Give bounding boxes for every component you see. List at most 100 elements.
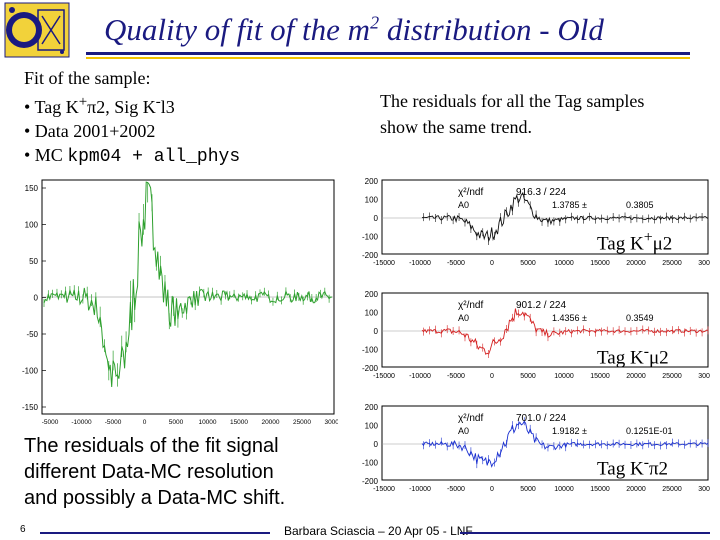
small-xtick-label: 25000 <box>662 486 682 493</box>
sample-description: Fit of the sample: • Tag K+π2, Sig K-l3 … <box>24 66 240 169</box>
small-plot-series <box>421 191 709 243</box>
tag-label-kminus-pi2: Tag K-π2 <box>597 454 669 480</box>
small-xtick-label: 20000 <box>626 486 646 493</box>
fit-note-line-1: The residuals of the fit signal <box>24 435 279 457</box>
small-plot-frame <box>381 292 709 368</box>
chi-label: χ²/ndf <box>458 187 483 198</box>
small-ytick-label: 200 <box>365 177 379 186</box>
main-ytick-label: 150 <box>25 184 39 193</box>
small-xtick-label: 0 <box>490 260 494 267</box>
small-xtick-label: 10000 <box>554 260 574 267</box>
chi-label: χ²/ndf <box>458 413 483 424</box>
residual-plot-tag-kminus-mu2: 200 100 0 -100 -200-15000 -10000 -5000 0 5000 100… <box>362 290 710 380</box>
kloe-logo <box>4 2 70 58</box>
main-xtick-label: -5000 <box>105 419 122 426</box>
small-xtick-label: -5000 <box>447 486 465 493</box>
param-value: 1.4356 ± <box>552 313 587 323</box>
param-label: A0 <box>458 200 469 210</box>
small-ytick-label: -200 <box>362 364 379 373</box>
small-ytick-label: -100 <box>362 346 379 355</box>
small-xtick-label: 5000 <box>520 486 536 493</box>
footer-line-left <box>40 532 270 534</box>
small-xtick-label: -15000 <box>373 486 395 493</box>
fit-note-line-2: different Data-MC resolution <box>24 461 274 483</box>
small-ytick-label: 100 <box>365 196 379 205</box>
small-ytick-label: -100 <box>362 233 379 242</box>
small-xtick-label: 10000 <box>554 373 574 380</box>
param-value: 1.3785 ± <box>552 200 587 210</box>
main-xtick-label: 0 <box>143 419 147 426</box>
main-ytick-label: 0 <box>34 294 39 303</box>
chi-value: 701.0 / 224 <box>516 413 566 424</box>
param-value: 1.9182 ± <box>552 426 587 436</box>
main-xtick-label: -5000 <box>42 419 59 426</box>
main-xtick-label: 10000 <box>198 419 216 426</box>
sample-line-4: • MC kpm04 + all_phys <box>24 145 241 167</box>
small-xtick-label: 15000 <box>590 373 610 380</box>
sample-line-1: Fit of the sample: <box>24 68 151 88</box>
main-plot-series <box>43 181 333 388</box>
small-xtick-label: 30000 <box>698 260 710 267</box>
residuals-note: The residuals for all the Tag samples sh… <box>380 91 645 137</box>
small-xtick-label: -5000 <box>447 260 465 267</box>
chi-label: χ²/ndf <box>458 300 483 311</box>
small-xtick-label: 10000 <box>554 486 574 493</box>
residual-plot-tag-kplus-mu2: 200 100 0 -100 -200-15000 -10000 -5000 0 5000 100… <box>362 177 710 267</box>
residual-plot-tag-kminus-pi2: 200 100 0 -100 -200-15000 -10000 -5000 0 5000 100… <box>362 403 710 493</box>
small-xtick-label: 5000 <box>520 260 536 267</box>
small-xtick-label: 15000 <box>590 260 610 267</box>
param-error: 0.3805 <box>626 200 654 210</box>
main-ytick-label: -50 <box>26 330 38 339</box>
small-xtick-label: 20000 <box>626 373 646 380</box>
page-number: 6 <box>20 524 26 535</box>
small-xtick-label: 0 <box>490 373 494 380</box>
small-ytick-label: -200 <box>362 251 379 260</box>
small-xtick-label: 30000 <box>698 373 710 380</box>
main-xtick-label: 15000 <box>230 419 248 426</box>
main-plot-xticks: -5000 -10000 -5000 0 5000 10000 15000 20000 2500… <box>42 419 338 426</box>
param-label: A0 <box>458 426 469 436</box>
main-ytick-label: -100 <box>22 367 39 376</box>
title-underline <box>86 52 690 55</box>
small-ytick-label: 0 <box>374 440 379 449</box>
small-xtick-label: 5000 <box>520 373 536 380</box>
main-ytick-label: 100 <box>25 221 39 230</box>
main-ytick-label: -150 <box>22 403 39 412</box>
main-plot-yticks: 150 100 50 0 -50 -100 -150 <box>22 184 46 412</box>
fit-note: The residuals of the fit signal differen… <box>24 433 285 511</box>
small-xtick-label: 30000 <box>698 486 710 493</box>
small-xtick-label: -5000 <box>447 373 465 380</box>
main-xtick-label: 20000 <box>261 419 279 426</box>
tag-label-kplus-mu2: Tag K+μ2 <box>597 229 673 255</box>
fit-note-line-3: and possibly a Data-MC shift. <box>24 487 286 509</box>
chi-value: 901.2 / 224 <box>516 300 566 311</box>
main-xtick-label: 30000 <box>324 419 338 426</box>
small-ytick-label: 200 <box>365 290 379 299</box>
small-ytick-label: 0 <box>374 214 379 223</box>
small-xtick-label: -10000 <box>409 260 431 267</box>
small-xtick-label: 15000 <box>590 486 610 493</box>
small-ytick-label: 200 <box>365 403 379 412</box>
small-xtick-label: -10000 <box>409 373 431 380</box>
small-xtick-label: 0 <box>490 486 494 493</box>
main-plot-errorbars <box>43 182 330 387</box>
small-ytick-label: 0 <box>374 327 379 336</box>
small-ytick-label: 100 <box>365 309 379 318</box>
main-xtick-label: 5000 <box>169 419 184 426</box>
param-label: A0 <box>458 313 469 323</box>
small-xtick-label: -10000 <box>409 486 431 493</box>
small-xtick-label: -15000 <box>373 260 395 267</box>
footer-line-right <box>460 532 710 534</box>
main-ytick-label: 50 <box>29 257 38 266</box>
small-ytick-label: -200 <box>362 477 379 486</box>
param-error: 0.1251E-01 <box>626 426 673 436</box>
tag-label-kminus-mu2: Tag K-μ2 <box>597 343 669 369</box>
small-ytick-label: -100 <box>362 459 379 468</box>
page-title: Quality of fit of the m2 distribution - … <box>104 12 604 47</box>
sample-line-2: • Tag K+π2, Sig K-l3 <box>24 94 175 117</box>
small-plot-series <box>421 308 709 355</box>
small-xtick-label: 25000 <box>662 260 682 267</box>
small-xtick-label: -15000 <box>373 373 395 380</box>
small-plot-series <box>421 420 709 468</box>
main-residual-plot: 150 100 50 0 -50 -100 -150 -5000 -10000 -5000 0 50… <box>22 179 338 426</box>
